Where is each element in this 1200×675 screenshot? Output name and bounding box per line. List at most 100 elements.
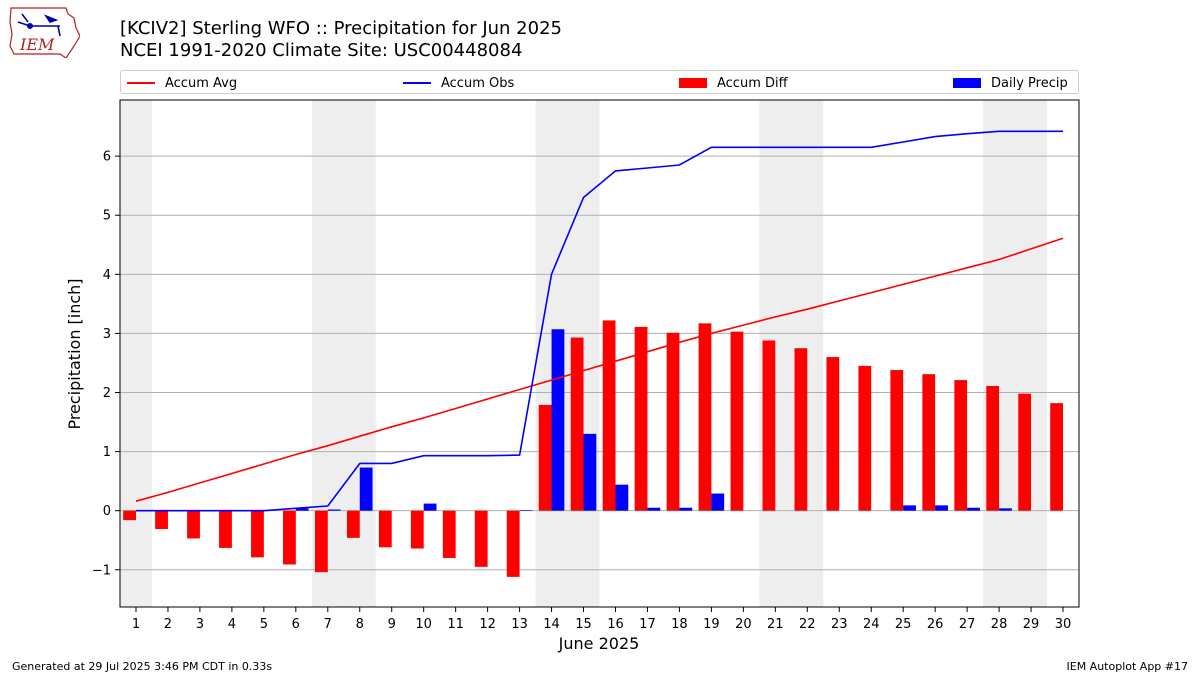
accum-diff-bar-day-16 bbox=[602, 320, 616, 511]
legend-item-accum-diff: Accum Diff bbox=[679, 74, 788, 92]
daily-precip-bar-day-25 bbox=[903, 505, 916, 511]
y-gridlines bbox=[120, 155, 1079, 571]
footer-app: IEM Autoplot App #17 bbox=[1066, 660, 1189, 673]
x-tick-label: 17 bbox=[639, 617, 656, 632]
accum-diff-bar-day-17 bbox=[634, 326, 648, 511]
daily-precip-bar-day-10 bbox=[423, 503, 437, 511]
accum-avg-line bbox=[135, 237, 1064, 502]
y-axis-ticks: −1 0 1 2 3 4 5 6 bbox=[92, 150, 120, 578]
legend-item-accum-obs: Accum Obs bbox=[403, 74, 514, 92]
daily-precip-bar-day-17 bbox=[647, 507, 661, 511]
footer-generated: Generated at 29 Jul 2025 3:46 PM CDT in … bbox=[12, 660, 273, 673]
logo-text: IEM bbox=[19, 35, 55, 54]
legend-label-daily-precip: Daily Precip bbox=[991, 75, 1068, 91]
daily-precip-bar-day-28 bbox=[999, 508, 1012, 511]
accum-diff-bar-day-27 bbox=[954, 380, 968, 511]
accum-obs-line bbox=[136, 130, 1063, 512]
y-tick-label: −1 bbox=[92, 563, 111, 578]
x-tick-label: 19 bbox=[703, 617, 720, 632]
x-tick-label: 25 bbox=[895, 617, 912, 632]
x-tick-label: 15 bbox=[575, 617, 592, 632]
x-tick-label: 24 bbox=[863, 617, 880, 632]
daily-precip-bar-day-26 bbox=[935, 505, 948, 511]
accum-diff-bar-day-7 bbox=[314, 510, 328, 573]
daily-precip-bar-day-16 bbox=[615, 484, 629, 511]
accum-diff-bar-day-9 bbox=[378, 510, 392, 548]
y-tick-label: 6 bbox=[103, 150, 111, 165]
x-tick-label: 20 bbox=[735, 617, 752, 632]
accum-diff-bar-day-11 bbox=[442, 510, 456, 558]
y-tick-label: 1 bbox=[103, 445, 111, 460]
accum-diff-bar-day-13 bbox=[506, 510, 520, 577]
x-tick-label: 30 bbox=[1055, 617, 1072, 632]
daily-precip-bar-day-8 bbox=[359, 467, 373, 511]
x-tick-label: 7 bbox=[324, 617, 332, 632]
x-tick-label: 12 bbox=[479, 617, 496, 632]
x-tick-label: 9 bbox=[388, 617, 396, 632]
x-axis-label: June 2025 bbox=[558, 634, 640, 653]
x-tick-label: 28 bbox=[991, 617, 1008, 632]
y-tick-label: 2 bbox=[103, 386, 111, 401]
chart-legend: Accum Avg Accum Obs Accum Diff Daily Pre… bbox=[120, 70, 1079, 94]
x-tick-label: 1 bbox=[132, 617, 140, 632]
accum-diff-bar-day-12 bbox=[474, 510, 488, 567]
x-tick-label: 16 bbox=[607, 617, 624, 632]
accum-diff-bar-day-1 bbox=[123, 510, 136, 521]
accum-diff-bar-day-23 bbox=[826, 357, 840, 511]
x-tick-label: 13 bbox=[511, 617, 528, 632]
x-tick-label: 22 bbox=[799, 617, 816, 632]
accum-diff-bar-day-30 bbox=[1050, 403, 1064, 511]
weekend-band-day-1 bbox=[120, 100, 152, 607]
daily-precip-bar-day-19 bbox=[711, 493, 725, 511]
x-tick-label: 4 bbox=[228, 617, 236, 632]
weekend-band-day-28 bbox=[983, 100, 1016, 607]
x-axis-ticks: 1 2 3 4 5 6 7 8 9 10 11 12 13 14 15 16 17 18 19 20 21 22 23 24 2… bbox=[132, 607, 1071, 632]
legend-item-accum-avg: Accum Avg bbox=[127, 74, 237, 92]
accum-diff-bar-day-21 bbox=[762, 340, 776, 511]
x-tick-label: 5 bbox=[260, 617, 268, 632]
x-tick-label: 10 bbox=[415, 617, 432, 632]
x-tick-label: 2 bbox=[164, 617, 172, 632]
accum-diff-bar-day-22 bbox=[794, 348, 808, 511]
accum-diff-bar-day-24 bbox=[858, 365, 872, 511]
daily-precip-bar-day-15 bbox=[583, 433, 597, 511]
daily-precip-bar-day-13 bbox=[519, 510, 533, 511]
y-tick-label: 4 bbox=[103, 268, 111, 283]
accum-diff-bar-day-10 bbox=[410, 510, 424, 549]
accum-diff-bar-day-14 bbox=[538, 404, 552, 511]
legend-label-accum-obs: Accum Obs bbox=[441, 75, 515, 91]
accum-diff-bar-day-6 bbox=[283, 510, 296, 565]
chart-title-line2: NCEI 1991-2020 Climate Site: USC00448084 bbox=[120, 40, 523, 61]
y-tick-label: 3 bbox=[103, 327, 111, 342]
accum-diff-bar-day-4 bbox=[219, 510, 232, 548]
x-tick-label: 11 bbox=[447, 617, 464, 632]
x-tick-label: 3 bbox=[196, 617, 204, 632]
x-tick-label: 21 bbox=[767, 617, 784, 632]
accum-diff-bar-day-25 bbox=[890, 370, 904, 511]
legend-swatch-daily-precip bbox=[953, 78, 981, 88]
accum-diff-bar-day-15 bbox=[570, 337, 584, 511]
x-tick-label: 23 bbox=[831, 617, 848, 632]
accum-diff-bar-day-20 bbox=[730, 331, 744, 511]
x-tick-label: 18 bbox=[671, 617, 688, 632]
iem-logo: IEM bbox=[9, 7, 80, 58]
bars bbox=[123, 320, 1064, 577]
x-tick-label: 14 bbox=[543, 617, 560, 632]
chart-title-line1: [KCIV2] Sterling WFO :: Precipitation fo… bbox=[120, 18, 562, 39]
legend-swatch-accum-diff bbox=[679, 78, 707, 88]
daily-precip-bar-day-6 bbox=[295, 508, 309, 511]
daily-precip-bar-day-14 bbox=[551, 329, 565, 511]
accum-diff-bar-day-29 bbox=[1018, 393, 1032, 511]
accum-diff-bar-day-28 bbox=[986, 386, 1000, 511]
x-tick-label: 8 bbox=[356, 617, 364, 632]
legend-swatch-accum-obs bbox=[403, 82, 431, 84]
x-tick-label: 29 bbox=[1023, 617, 1040, 632]
accum-diff-bar-day-18 bbox=[666, 332, 680, 511]
y-axis-label: Precipitation [inch] bbox=[65, 278, 84, 429]
y-tick-label: 0 bbox=[103, 504, 111, 519]
lines bbox=[135, 130, 1064, 512]
legend-label-accum-avg: Accum Avg bbox=[165, 75, 238, 91]
x-tick-label: 26 bbox=[927, 617, 944, 632]
accum-diff-bar-day-5 bbox=[251, 510, 264, 558]
